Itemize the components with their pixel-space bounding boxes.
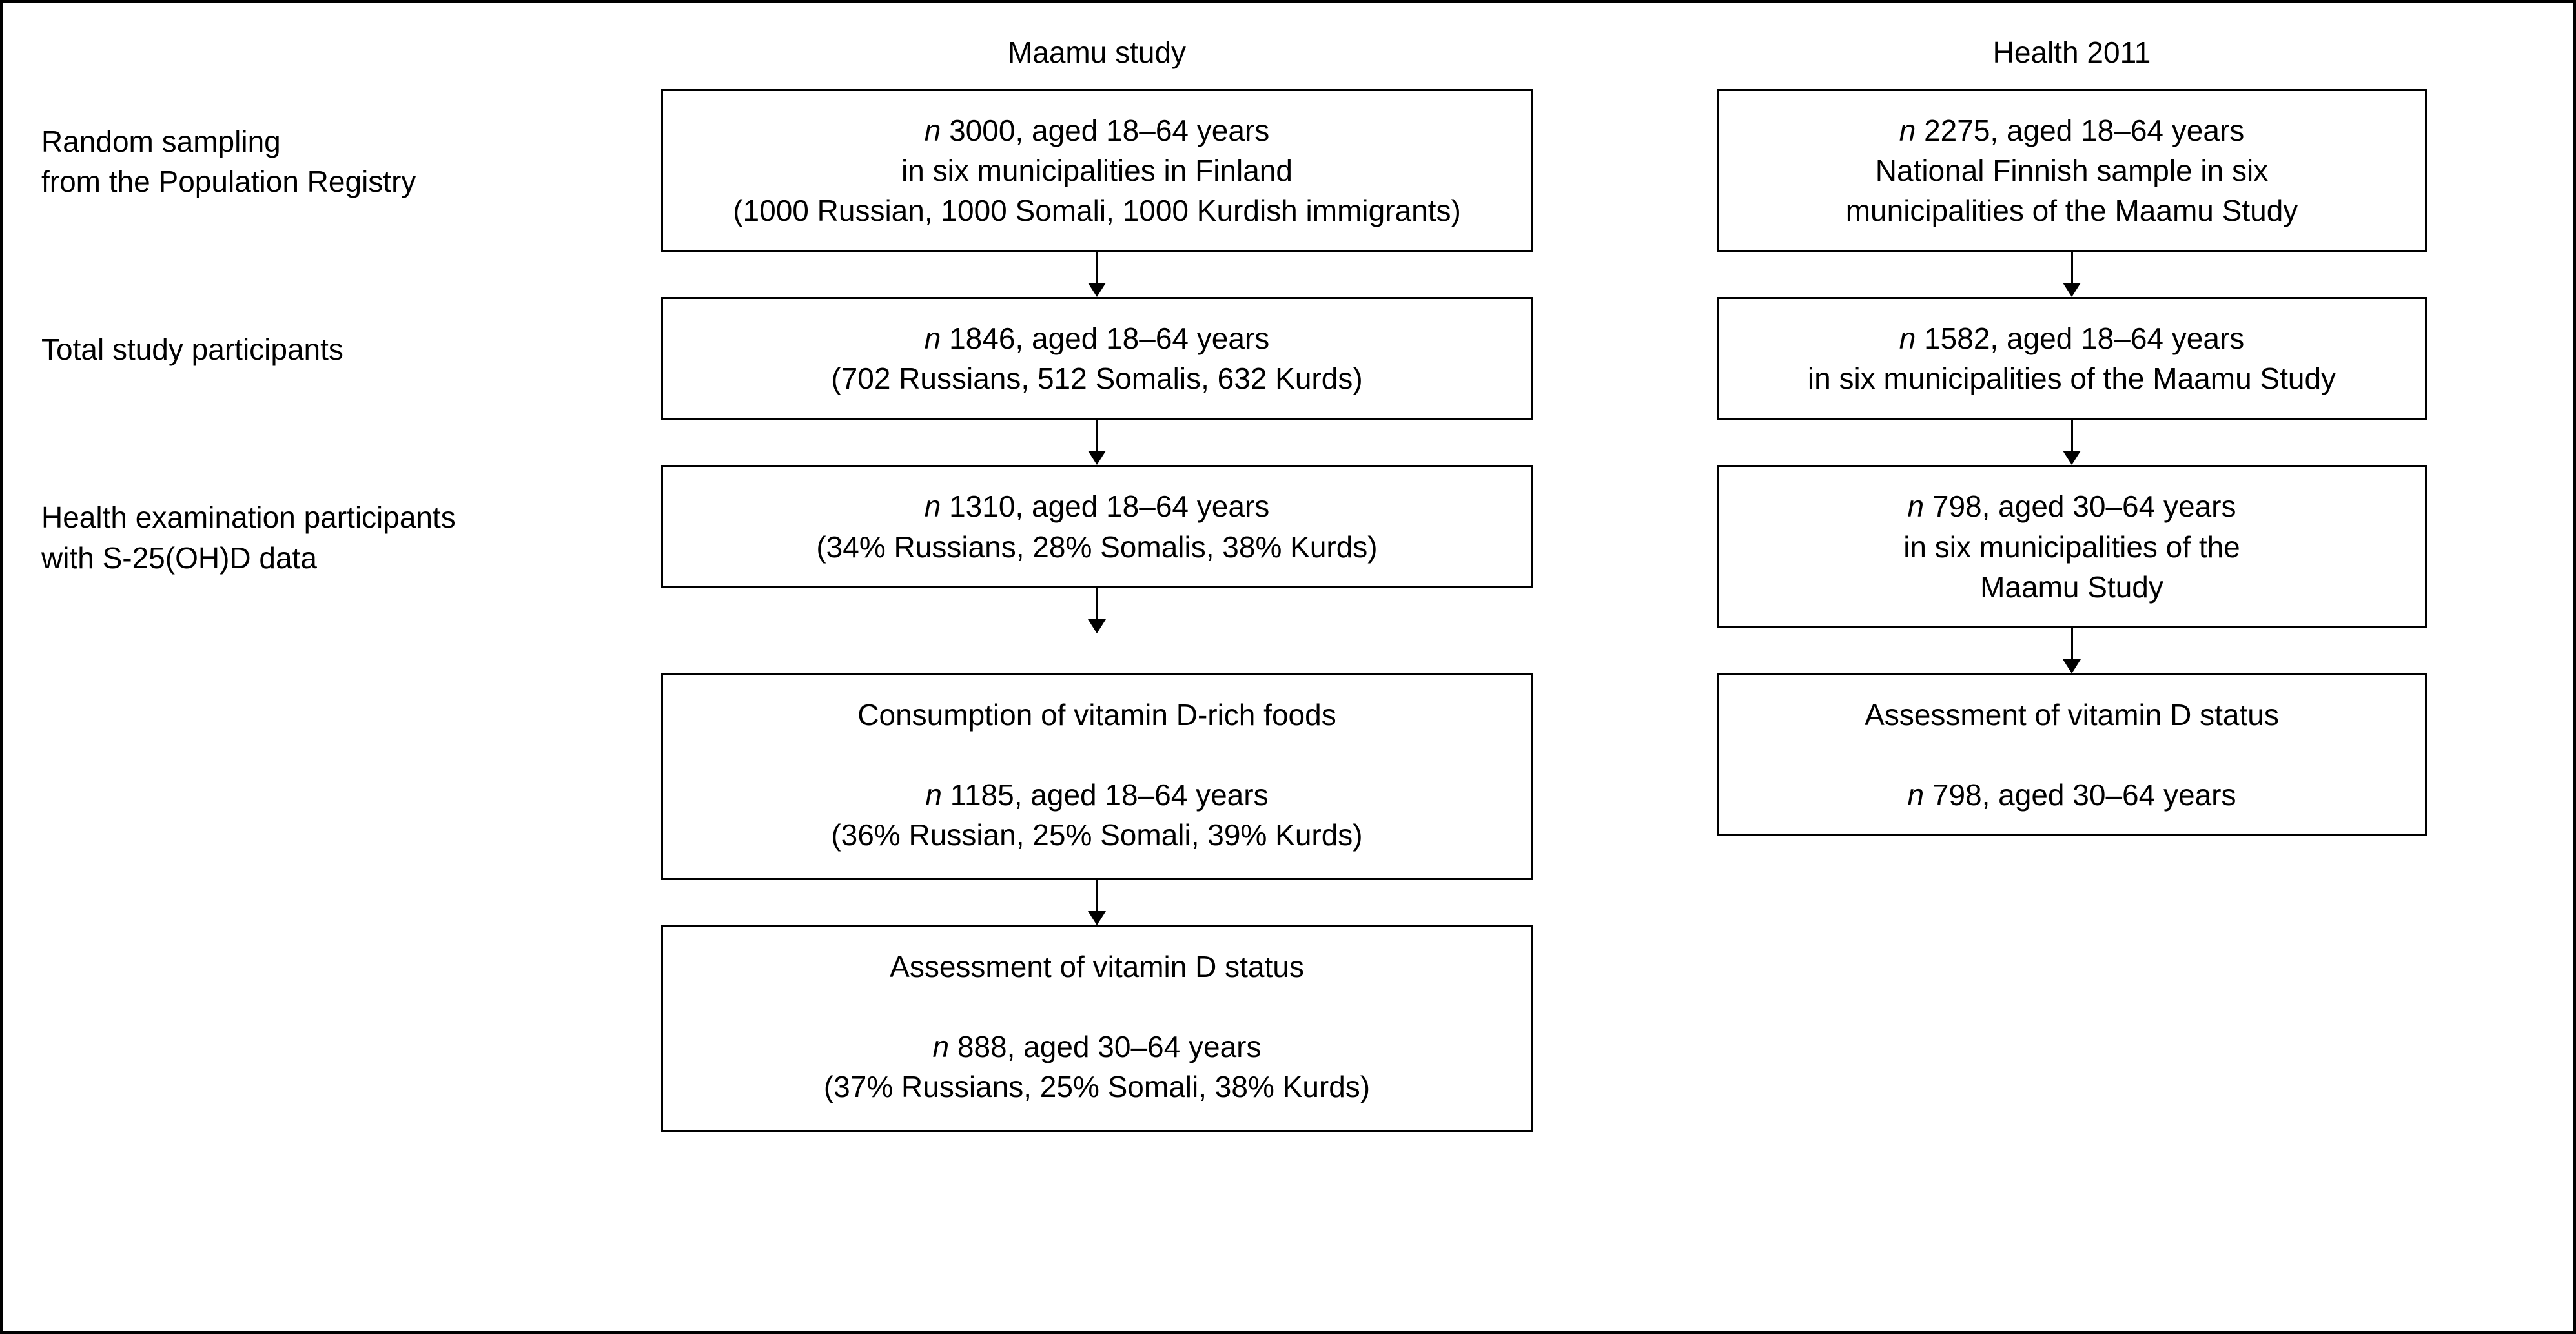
- row-label-total-participants: Total study participants: [41, 297, 597, 369]
- box-text: 888, aged 30–64 years: [949, 1030, 1261, 1063]
- column-header-maamu: Maamu study: [622, 28, 1571, 89]
- row-label-line: from the Population Registry: [41, 165, 416, 198]
- health-cell-1: n 2275, aged 18–64 years National Finnis…: [1597, 89, 2546, 297]
- box-text: in six municipalities of the: [1744, 527, 2399, 567]
- health-box-1: n 2275, aged 18–64 years National Finnis…: [1717, 89, 2427, 252]
- box-text: (702 Russians, 512 Somalis, 632 Kurds): [689, 358, 1505, 398]
- maamu-box-5: Assessment of vitamin D status n 888, ag…: [661, 925, 1533, 1132]
- box-text: 2275, aged 18–64 years: [1916, 114, 2244, 147]
- box-text: 1185, aged 18–64 years: [942, 778, 1269, 812]
- arrow-down-icon: [1088, 588, 1106, 633]
- arrow-down-icon: [2063, 628, 2081, 673]
- maamu-cell-3: n 1310, aged 18–64 years (34% Russians, …: [622, 465, 1571, 633]
- n-label: n: [1908, 489, 1925, 523]
- box-text: Consumption of vitamin D-rich foods: [689, 695, 1505, 735]
- maamu-box-4: Consumption of vitamin D-rich foods n 11…: [661, 673, 1533, 880]
- n-label: n: [925, 778, 942, 812]
- box-text: (1000 Russian, 1000 Somali, 1000 Kurdish…: [689, 190, 1505, 231]
- row-label-random-sampling: Random sampling from the Population Regi…: [41, 89, 597, 201]
- n-label: n: [925, 114, 941, 147]
- maamu-box-2: n 1846, aged 18–64 years (702 Russians, …: [661, 297, 1533, 420]
- n-label: n: [933, 1030, 950, 1063]
- row-label-line: with S-25(OH)D data: [41, 541, 317, 575]
- n-label: n: [1899, 114, 1916, 147]
- maamu-box-1: n 3000, aged 18–64 years in six municipa…: [661, 89, 1533, 252]
- health-box-4: Assessment of vitamin D status n 798, ag…: [1717, 673, 2427, 836]
- diagram-grid: Maamu study Health 2011 Random sampling …: [41, 28, 2535, 1132]
- n-label: n: [1899, 322, 1916, 355]
- box-text: 1582, aged 18–64 years: [1916, 322, 2244, 355]
- arrow-down-icon: [1088, 252, 1106, 297]
- n-label: n: [1908, 778, 1925, 812]
- box-text: in six municipalities of the Maamu Study: [1744, 358, 2399, 398]
- row-label-line: Health examination participants: [41, 500, 456, 534]
- n-label: n: [925, 489, 941, 523]
- maamu-cell-4: Consumption of vitamin D-rich foods n 11…: [622, 673, 1571, 925]
- box-text: (34% Russians, 28% Somalis, 38% Kurds): [689, 527, 1505, 567]
- health-box-2: n 1582, aged 18–64 years in six municipa…: [1717, 297, 2427, 420]
- column-header-health2011: Health 2011: [1597, 28, 2546, 89]
- arrow-down-icon: [2063, 420, 2081, 465]
- row-label-line: Random sampling: [41, 125, 281, 158]
- row-label-health-exam: Health examination participants with S-2…: [41, 465, 597, 577]
- box-text: Assessment of vitamin D status: [689, 947, 1505, 987]
- arrow-down-icon: [2063, 252, 2081, 297]
- maamu-cell-1: n 3000, aged 18–64 years in six municipa…: [622, 89, 1571, 297]
- arrow-down-icon: [1088, 420, 1106, 465]
- n-label: n: [925, 322, 941, 355]
- maamu-box-3: n 1310, aged 18–64 years (34% Russians, …: [661, 465, 1533, 588]
- maamu-cell-5: Assessment of vitamin D status n 888, ag…: [622, 925, 1571, 1132]
- health-box-3: n 798, aged 30–64 years in six municipal…: [1717, 465, 2427, 628]
- maamu-cell-2: n 1846, aged 18–64 years (702 Russians, …: [622, 297, 1571, 465]
- box-text: 1310, aged 18–64 years: [941, 489, 1269, 523]
- box-text: Maamu Study: [1744, 567, 2399, 607]
- box-text: 1846, aged 18–64 years: [941, 322, 1269, 355]
- box-text: municipalities of the Maamu Study: [1744, 190, 2399, 231]
- health-cell-3: n 798, aged 30–64 years in six municipal…: [1597, 465, 2546, 673]
- box-text: (37% Russians, 25% Somali, 38% Kurds): [689, 1067, 1505, 1107]
- box-text: Assessment of vitamin D status: [1744, 695, 2399, 735]
- health-cell-2: n 1582, aged 18–64 years in six municipa…: [1597, 297, 2546, 465]
- box-text: National Finnish sample in six: [1744, 150, 2399, 190]
- health-cell-4: Assessment of vitamin D status n 798, ag…: [1597, 673, 2546, 836]
- diagram-frame: Maamu study Health 2011 Random sampling …: [0, 0, 2576, 1334]
- box-text: in six municipalities in Finland: [689, 150, 1505, 190]
- box-text: 798, aged 30–64 years: [1924, 489, 2236, 523]
- box-text: 3000, aged 18–64 years: [941, 114, 1269, 147]
- box-text: 798, aged 30–64 years: [1924, 778, 2236, 812]
- box-text: (36% Russian, 25% Somali, 39% Kurds): [689, 815, 1505, 855]
- arrow-down-icon: [1088, 880, 1106, 925]
